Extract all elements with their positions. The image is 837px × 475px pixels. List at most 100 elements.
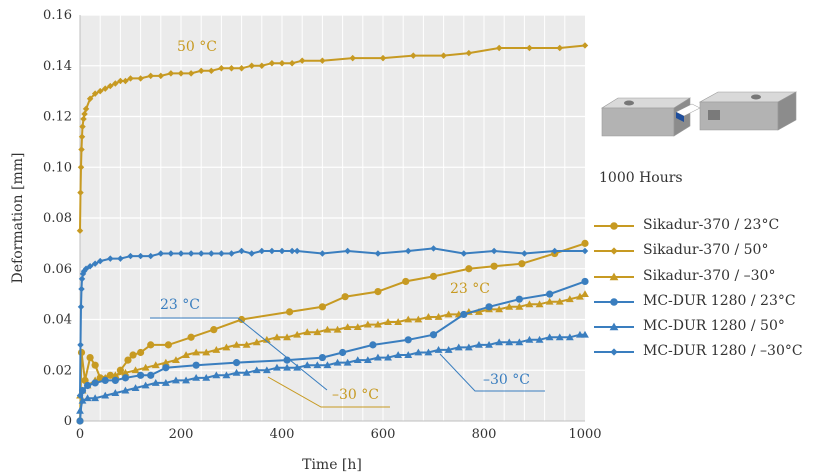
- data-point: [218, 250, 225, 257]
- data-point: [581, 290, 589, 298]
- data-point: [91, 394, 100, 402]
- data-point: [172, 356, 180, 364]
- data-point: [121, 374, 130, 382]
- axes: 0 200 400 600 800 1000 0 0.02 0.04 0.06 0.08 0.10 0.…: [43, 8, 602, 442]
- data-point: [121, 386, 130, 394]
- data-point: [172, 376, 180, 384]
- data-point: [505, 302, 514, 310]
- data-point: [78, 146, 85, 153]
- data-point: [565, 333, 574, 341]
- data-point: [333, 325, 342, 333]
- data-point: [515, 295, 523, 303]
- data-point: [147, 72, 154, 80]
- data-point: [363, 320, 372, 328]
- data-point: [323, 361, 332, 369]
- data-point: [293, 330, 302, 338]
- data-point: [273, 333, 281, 341]
- data-point: [430, 245, 437, 252]
- data-point: [151, 379, 160, 386]
- data-point: [505, 338, 514, 346]
- y-tick-label: 0.16: [43, 8, 72, 23]
- data-point: [228, 250, 235, 257]
- data-point: [187, 70, 195, 77]
- data-point: [495, 44, 503, 52]
- data-point: [96, 87, 104, 95]
- data-point: [187, 333, 195, 341]
- data-point: [339, 348, 347, 357]
- data-point: [131, 384, 140, 391]
- data-point: [91, 90, 99, 97]
- data-point: [268, 247, 276, 255]
- data-point: [303, 328, 312, 336]
- data-point: [414, 315, 423, 323]
- data-point: [197, 250, 205, 257]
- legend-swatch-marker: [610, 247, 618, 255]
- data-point: [581, 239, 589, 247]
- data-point: [434, 313, 443, 320]
- data-point: [515, 302, 524, 310]
- data-point: [429, 331, 438, 339]
- data-point: [161, 358, 170, 366]
- legend-label: MC-DUR 1280 / –30°C: [643, 343, 803, 360]
- data-point: [576, 292, 584, 300]
- data-point: [137, 75, 144, 82]
- data-point: [278, 247, 286, 255]
- data-point: [283, 356, 291, 364]
- data-point: [202, 348, 211, 356]
- data-point: [404, 315, 413, 323]
- data-point: [374, 320, 382, 328]
- annotation-label: 23 °C: [160, 297, 200, 313]
- data-point: [222, 371, 231, 379]
- data-point: [285, 308, 294, 316]
- data-point: [581, 330, 589, 338]
- data-point: [545, 297, 554, 305]
- series: [76, 330, 589, 414]
- data-point: [444, 346, 453, 353]
- data-point: [141, 363, 150, 371]
- data-point: [405, 247, 412, 255]
- data-point: [490, 262, 498, 270]
- data-point: [319, 250, 326, 257]
- data-point: [218, 65, 225, 72]
- data-point: [283, 333, 291, 341]
- data-point: [80, 115, 87, 123]
- data-point: [465, 49, 473, 57]
- data-point: [212, 346, 221, 353]
- data-point: [78, 285, 85, 293]
- data-point: [262, 335, 271, 343]
- data-point: [127, 252, 134, 260]
- data-point: [535, 335, 544, 343]
- specimen-block-icon: [600, 91, 798, 137]
- data-point: [521, 250, 528, 257]
- data-point: [83, 381, 92, 390]
- data-point: [210, 326, 218, 334]
- x-tick-label: 400: [270, 427, 295, 442]
- data-point: [76, 406, 84, 414]
- data-point: [96, 257, 104, 265]
- data-point: [258, 62, 266, 69]
- legend-swatch: [594, 322, 634, 331]
- data-point: [353, 356, 362, 364]
- data-point: [112, 80, 119, 87]
- data-point: [404, 351, 413, 358]
- data-point: [222, 343, 231, 351]
- data-point: [252, 338, 261, 346]
- data-point: [313, 328, 322, 336]
- data-point: [157, 72, 165, 80]
- data-point: [278, 59, 286, 67]
- data-point: [79, 270, 87, 278]
- data-point: [268, 59, 276, 67]
- data-point: [379, 54, 387, 62]
- data-point: [151, 361, 160, 369]
- data-point: [147, 252, 154, 260]
- data-point: [116, 366, 124, 374]
- data-point: [434, 346, 443, 353]
- data-point: [187, 250, 195, 257]
- data-point: [242, 340, 251, 348]
- data-point: [518, 260, 526, 268]
- series: [76, 245, 589, 399]
- data-point: [228, 65, 235, 72]
- annotation-leader: [267, 376, 390, 408]
- y-tick-label: 0.10: [43, 160, 72, 175]
- y-tick-label: 0: [64, 414, 72, 429]
